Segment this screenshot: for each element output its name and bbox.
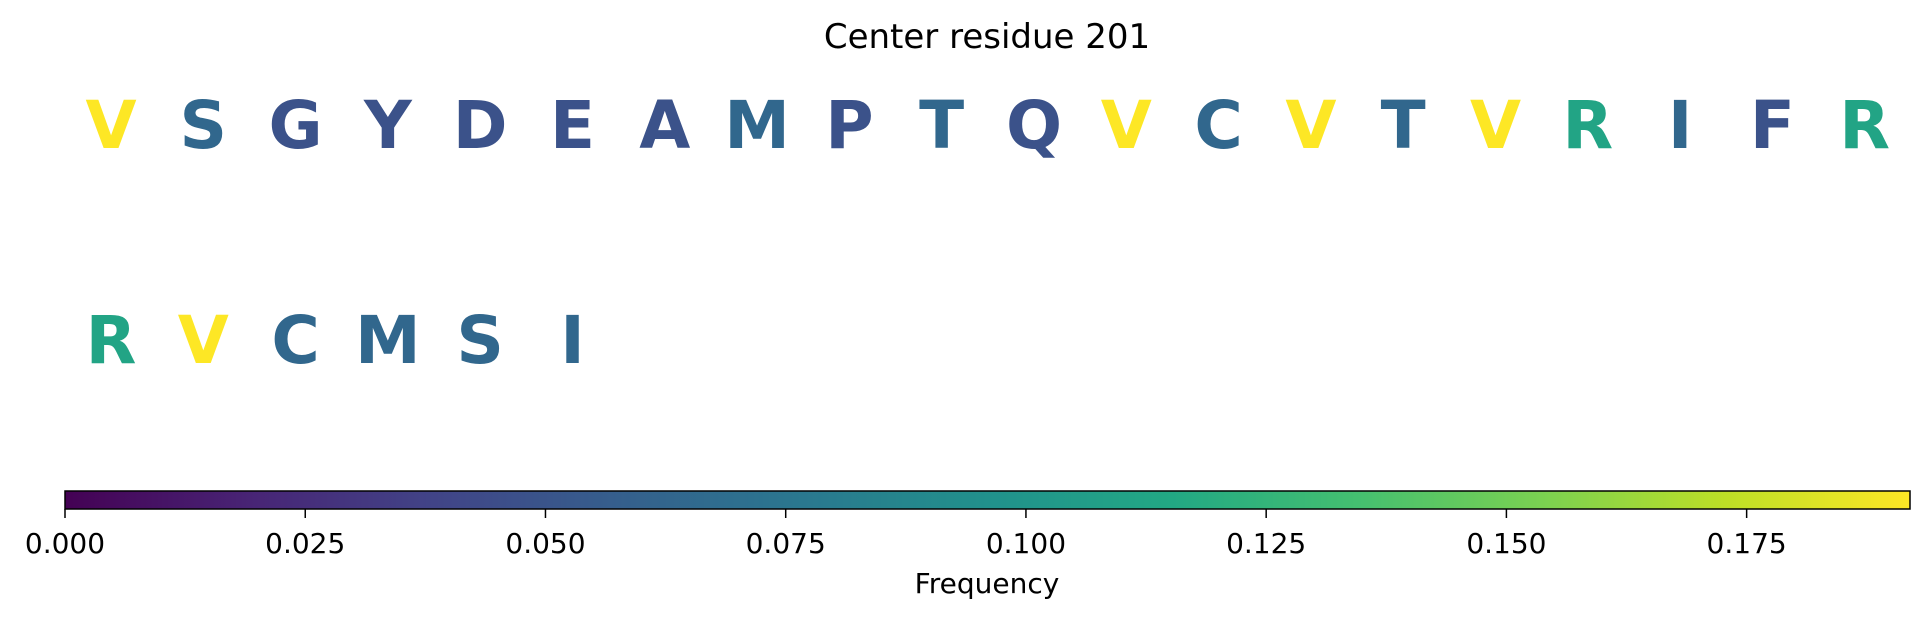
residue-letter: F xyxy=(1750,87,1795,164)
residue-letter: V xyxy=(85,87,136,164)
residue-letter: E xyxy=(550,87,595,164)
residue-letter: P xyxy=(825,87,873,164)
residue-letter: R xyxy=(1562,87,1613,164)
residue-letter: V xyxy=(1470,87,1521,164)
colorbar-tick-label: 0.075 xyxy=(746,527,826,560)
residue-letter: S xyxy=(180,87,228,164)
colorbar-gradient xyxy=(64,490,1911,510)
residue-letters: V S G Y D E A M P T Q V C V T V R I F RR V C M S I xyxy=(85,87,1890,379)
colorbar-tick-label: 0.025 xyxy=(265,527,345,560)
residue-letter: M xyxy=(355,302,421,379)
residue-letter: I xyxy=(560,302,585,379)
residue-letter: Y xyxy=(363,87,413,164)
colorbar-tick-label: 0.050 xyxy=(505,527,585,560)
residue-letter: G xyxy=(269,87,323,164)
residue-letter: M xyxy=(724,87,790,164)
residue-letter: T xyxy=(919,87,964,164)
colorbar-tick-label: 0.100 xyxy=(986,527,1066,560)
residue-letter: V xyxy=(1101,87,1152,164)
colorbar-label: Frequency xyxy=(915,567,1060,600)
residue-letter: D xyxy=(453,87,508,164)
colorbar-tick-label: 0.125 xyxy=(1226,527,1306,560)
residue-letter: V xyxy=(1285,87,1336,164)
residue-letter: V xyxy=(178,302,229,379)
residue-letter: A xyxy=(639,87,690,164)
colorbar: 0.000 0.025 0.050 0.075 0.100 0.125 0.150 0.175… xyxy=(25,490,1911,600)
residue-letter: C xyxy=(1194,87,1242,164)
colorbar-ticks: 0.000 0.025 0.050 0.075 0.100 0.125 0.150 0.175 xyxy=(25,509,1787,560)
chart-title: Center residue 201 xyxy=(824,17,1150,57)
colorbar-tick-label: 0.175 xyxy=(1707,527,1787,560)
colorbar-tick-label: 0.150 xyxy=(1466,527,1546,560)
residue-letter: I xyxy=(1668,87,1693,164)
colorbar-tick-label: 0.000 xyxy=(25,527,105,560)
residue-letter: C xyxy=(271,302,319,379)
residue-letter: Q xyxy=(1006,87,1062,164)
residue-letter: R xyxy=(86,302,137,379)
residue-letter: R xyxy=(1839,87,1890,164)
residue-letter: S xyxy=(456,302,504,379)
residue-letter: T xyxy=(1381,87,1426,164)
